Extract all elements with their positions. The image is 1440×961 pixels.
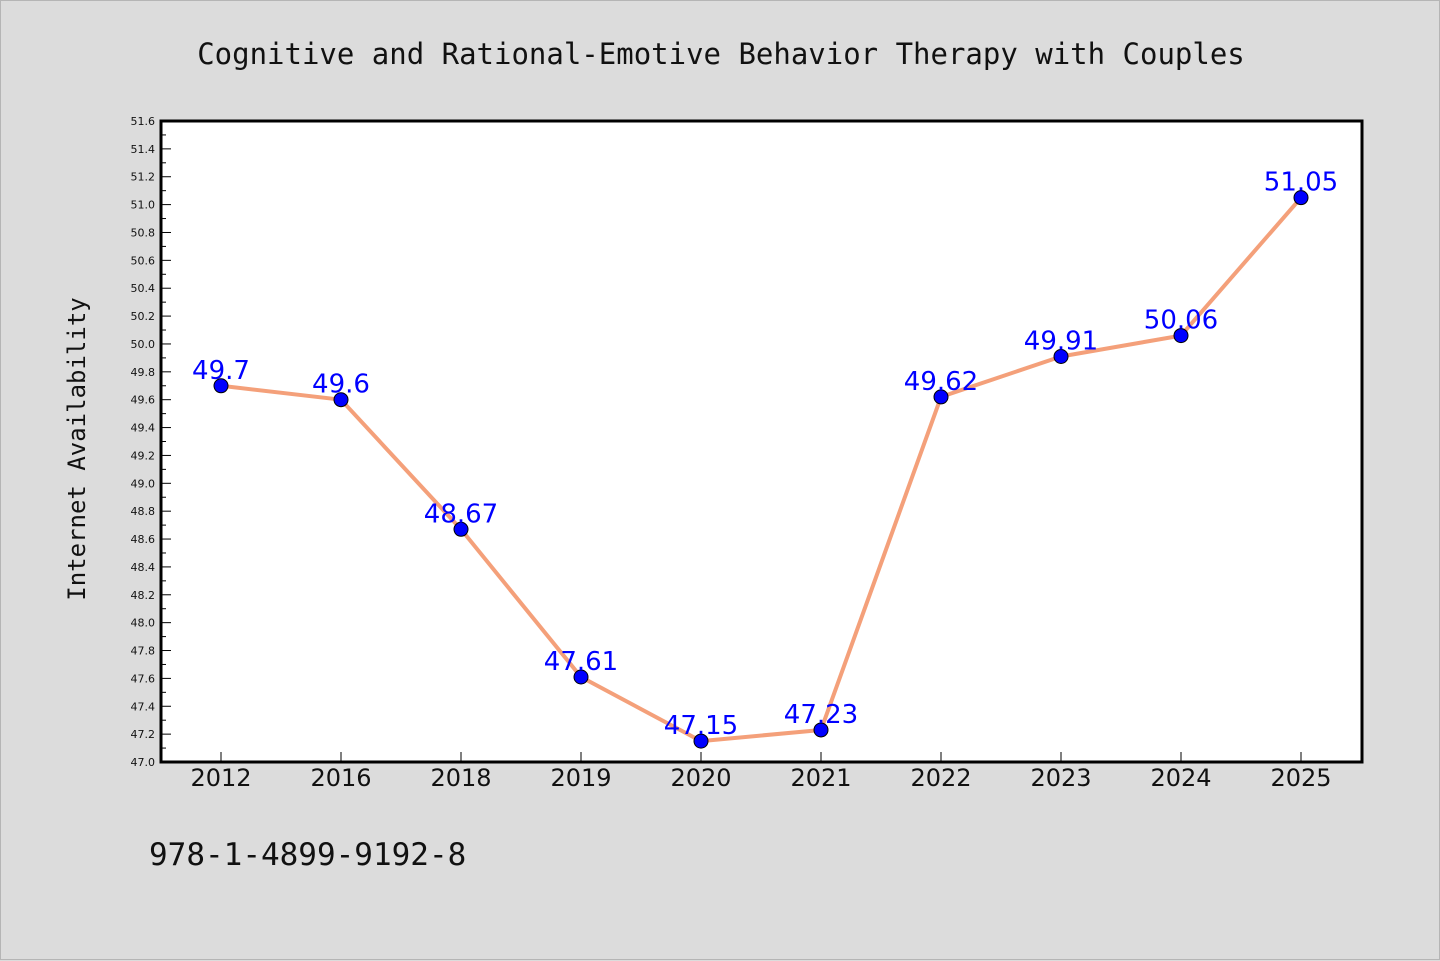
data-point-marker	[1053, 348, 1069, 364]
y-tick-label: 50.4	[131, 282, 156, 295]
data-point-marker	[1293, 190, 1309, 206]
data-labels: 49.7 49.6 48.67 47.61 47.15 47.23 49.62 49.91 50…	[192, 168, 1338, 741]
chart-title: Cognitive and Rational-Emotive Behavior …	[197, 37, 1245, 71]
data-value-label: 49.91	[1024, 326, 1098, 356]
y-tick-label: 49.8	[131, 366, 156, 379]
y-tick-label: 50.6	[131, 254, 156, 267]
y-tick-label: 49.4	[131, 422, 156, 435]
data-value-label: 49.62	[904, 367, 978, 397]
x-tick-label: 2020	[670, 764, 731, 792]
y-tick-label: 51.4	[131, 143, 156, 156]
y-tick-label: 47.8	[131, 645, 156, 658]
data-value-label: 47.61	[544, 647, 618, 677]
y-tick-label: 51.0	[131, 199, 156, 212]
x-tick-label: 2012	[190, 764, 251, 792]
y-tick-label: 51.6	[131, 115, 156, 128]
data-point-marker	[453, 521, 469, 537]
data-point-marker	[213, 378, 229, 394]
y-tick-label: 49.6	[131, 394, 156, 407]
x-tick-label: 2016	[310, 764, 371, 792]
y-tick-label: 47.4	[131, 700, 156, 713]
y-tick-label: 50.0	[131, 338, 156, 351]
data-value-label: 50.06	[1144, 306, 1218, 336]
data-value-label: 49.7	[192, 356, 250, 386]
y-tick-label: 47.2	[131, 728, 156, 741]
x-tick-label: 2021	[790, 764, 851, 792]
y-tick-label: 49.0	[131, 477, 156, 490]
data-value-label: 51.05	[1264, 168, 1338, 198]
plot-frame	[159, 119, 1364, 764]
axis-ticks: 47.0 47.2 47.4 47.6 47.8 48.0 48.2 48.4 48.6 48.8…	[131, 115, 1332, 792]
y-tick-label: 48.8	[131, 505, 156, 518]
y-tick-label: 48.4	[131, 561, 156, 574]
x-tick-label: 2022	[910, 764, 971, 792]
data-point-marker	[693, 733, 709, 749]
x-tick-label: 2025	[1270, 764, 1331, 792]
x-tick-label: 2019	[550, 764, 611, 792]
y-tick-label: 49.2	[131, 449, 156, 462]
series-line-layer	[219, 195, 1303, 744]
series-markers	[213, 190, 1309, 749]
y-tick-label: 48.0	[131, 617, 156, 630]
data-value-label: 48.67	[424, 499, 498, 529]
data-point-marker	[813, 722, 829, 738]
x-tick-label: 2023	[1030, 764, 1091, 792]
plot-area	[161, 121, 1362, 762]
y-tick-label: 47.0	[131, 756, 156, 769]
data-point-marker	[933, 389, 949, 405]
series-line	[219, 195, 1303, 744]
y-axis-label: Internet Availability	[63, 297, 91, 600]
x-tick-label: 2024	[1150, 764, 1211, 792]
y-tick-label: 51.2	[131, 171, 156, 184]
footnote-isbn: 978-1-4899-9192-8	[149, 837, 466, 873]
y-tick-label: 47.6	[131, 672, 156, 685]
y-tick-label: 50.8	[131, 226, 156, 239]
data-value-label: 49.6	[312, 370, 370, 400]
y-tick-label: 50.2	[131, 310, 156, 323]
data-point-marker	[573, 669, 589, 685]
y-tick-label: 48.6	[131, 533, 156, 546]
y-tick-label: 48.2	[131, 589, 156, 602]
data-value-label: 47.23	[784, 700, 858, 730]
x-tick-label: 2018	[430, 764, 491, 792]
data-point-marker	[1173, 328, 1189, 344]
data-value-label: 47.15	[664, 711, 738, 741]
data-point-marker	[333, 392, 349, 408]
